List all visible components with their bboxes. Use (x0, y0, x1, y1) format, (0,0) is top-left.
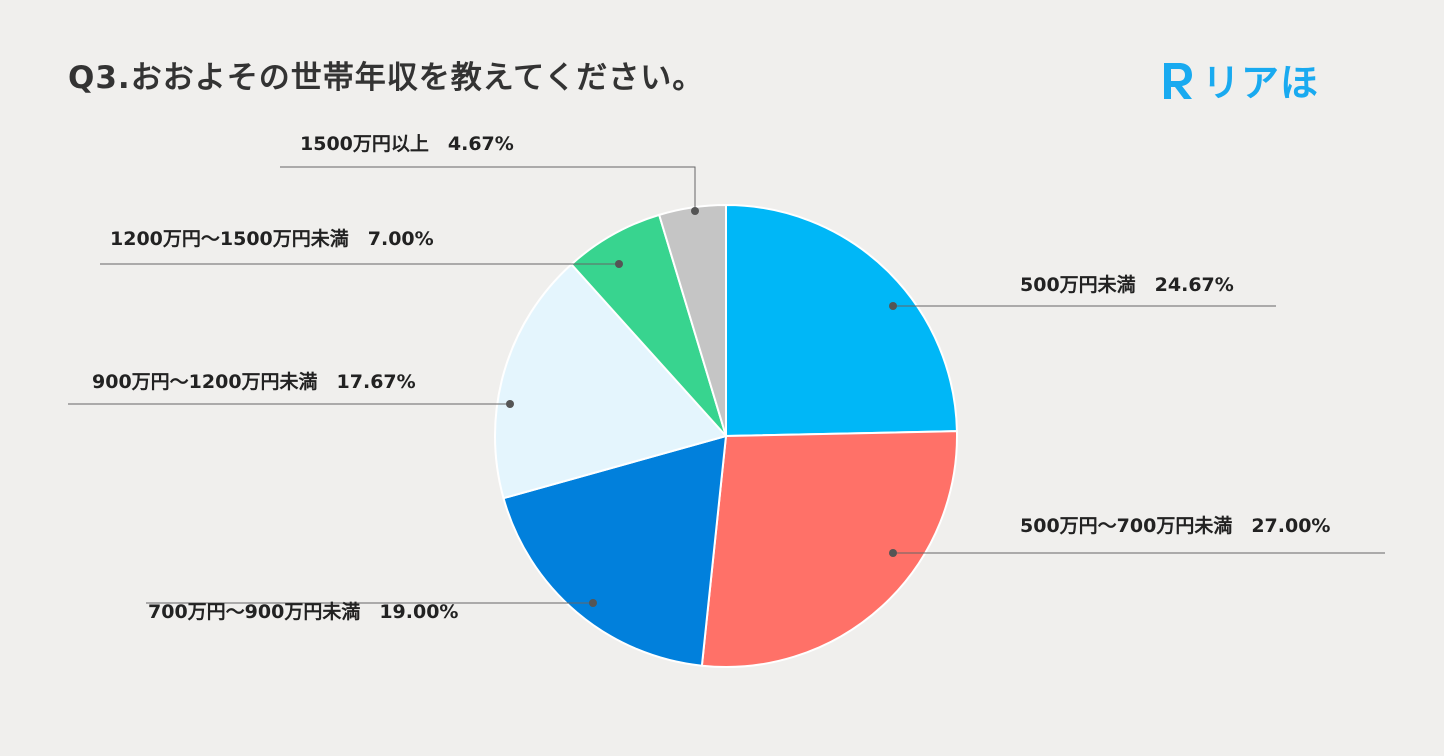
logo-text: リアほ (1202, 61, 1320, 105)
pie-slice (725, 203, 958, 438)
leader-dot (615, 260, 623, 268)
slice-label: 700万円〜900万円未満 19.00% (148, 600, 458, 623)
brand-logo: リアほ (1158, 52, 1319, 107)
slice-label: 500万円未満 24.67% (1020, 273, 1234, 296)
pie-slice (494, 262, 728, 500)
leader-dot (589, 599, 597, 607)
pie-slice (700, 430, 958, 668)
pie-slices (494, 203, 958, 668)
pie-slice (569, 213, 727, 437)
slice-label: 1200万円〜1500万円未満 7.00% (110, 227, 434, 250)
leader-dot (691, 207, 699, 215)
label-leader-lines (68, 166, 1385, 607)
slice-label: 900万円〜1200万円未満 17.67% (92, 370, 416, 393)
pie-slice (502, 434, 728, 667)
slice-label: 500万円〜700万円未満 27.00% (1020, 514, 1330, 537)
leader-line (280, 166, 696, 211)
chart-title: Q3.おおよその世帯年収を教えてください。 (68, 60, 705, 96)
leader-dot (889, 302, 897, 310)
leader-dot (889, 549, 897, 557)
slice-labels: 500万円未満 24.67% 500万円〜700万円未満 27.00% 700万円〜… (92, 133, 1330, 623)
logo-r-icon (1164, 62, 1192, 99)
leader-dot (506, 400, 514, 408)
pie-slice (657, 203, 727, 437)
slice-label: 1500万円以上 4.67% (300, 133, 514, 155)
